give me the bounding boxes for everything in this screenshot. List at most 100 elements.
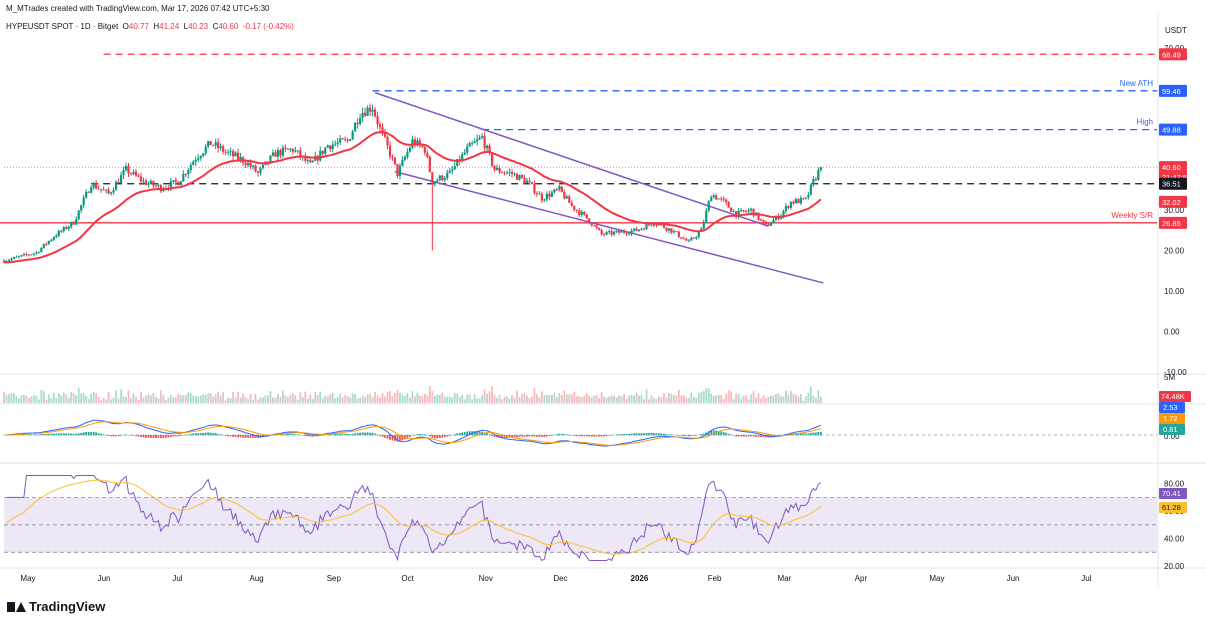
- candle-body: [593, 225, 596, 227]
- volume-bar: [595, 395, 598, 403]
- volume-bar: [20, 395, 23, 403]
- volume-bar: [314, 391, 317, 403]
- volume-bar: [503, 396, 506, 403]
- volume-bar: [172, 397, 175, 403]
- candle-body: [520, 175, 524, 178]
- volume-bar: [351, 393, 354, 403]
- tradingview-logo-text: TradingView: [29, 599, 106, 614]
- candle-body: [172, 180, 175, 182]
- macd-histogram-bar: [668, 434, 670, 436]
- macd-histogram-bar: [700, 434, 703, 436]
- price-tag-label: 36.51: [1162, 180, 1181, 189]
- candle-body: [436, 180, 439, 182]
- tradingview-logo[interactable]: TradingView: [7, 599, 105, 614]
- volume-bar: [496, 397, 498, 403]
- open-value: 40.77: [128, 22, 149, 31]
- candle-body: [769, 223, 773, 226]
- macd-histogram-bar: [229, 435, 232, 437]
- volume-bar: [807, 392, 810, 403]
- volume-bar: [695, 397, 698, 403]
- candle-body: [152, 181, 155, 186]
- macd-histogram-bar: [100, 433, 103, 436]
- macd-histogram-bar: [545, 435, 548, 437]
- volume-bar: [755, 397, 757, 403]
- candle-body: [291, 148, 294, 152]
- candle-body: [727, 202, 730, 208]
- candle-body: [705, 210, 708, 223]
- volume-bar: [777, 393, 780, 403]
- volume-bar: [72, 393, 75, 403]
- candle-body: [82, 197, 85, 206]
- candle-body: [510, 172, 514, 174]
- symbol-legend[interactable]: HYPEUSDT SPOT · 1D · Bitget O40.77 H41.2…: [6, 22, 294, 31]
- volume-bar: [423, 393, 426, 403]
- volume-bar: [488, 391, 491, 403]
- volume-bar: [787, 394, 790, 403]
- macd-histogram-bar: [286, 433, 289, 436]
- volume-bar: [50, 398, 53, 403]
- macd-histogram-bar: [162, 435, 165, 439]
- volume-bar: [775, 394, 777, 403]
- candle-body: [346, 139, 349, 141]
- candle-body: [610, 231, 613, 235]
- volume-bar: [207, 393, 210, 403]
- macd-histogram-bar: [42, 434, 45, 436]
- macd-histogram-bar: [807, 433, 810, 436]
- volume-tag-label: 74.48K: [1161, 392, 1185, 401]
- candle-body: [129, 173, 133, 175]
- macd-histogram-bar: [456, 433, 459, 436]
- candle-body: [187, 169, 190, 175]
- candle-body: [794, 199, 798, 204]
- macd-histogram-bar: [814, 432, 817, 436]
- volume-bar: [443, 396, 446, 403]
- volume-bar: [224, 400, 227, 403]
- volume-bar: [428, 386, 431, 403]
- volume-bar: [533, 388, 536, 403]
- candle-body: [603, 234, 606, 235]
- candle-body: [573, 205, 576, 210]
- volume-bar: [174, 397, 177, 403]
- macd-histogram-bar: [590, 435, 593, 437]
- macd-histogram-bar: [770, 435, 772, 438]
- volume-bar: [498, 394, 501, 403]
- macd-histogram-bar: [418, 433, 421, 436]
- volume-bar: [413, 396, 416, 403]
- volume-bar: [416, 392, 419, 403]
- candle-body: [57, 231, 60, 236]
- macd-histogram-bar: [391, 435, 394, 441]
- macd-histogram-bar: [140, 435, 142, 438]
- candle-body: [202, 153, 205, 157]
- macd-histogram-bar: [52, 433, 55, 436]
- volume-bar: [247, 399, 249, 403]
- currency-label[interactable]: USDT: [1165, 26, 1187, 35]
- candle-body: [523, 177, 526, 184]
- macd-histogram-bar: [548, 435, 551, 437]
- candle-body: [764, 221, 768, 225]
- volume-bar: [648, 399, 650, 403]
- macd-histogram-bar: [192, 433, 195, 436]
- volume-bar: [209, 392, 212, 403]
- volume-bar: [391, 396, 394, 403]
- volume-bar: [588, 395, 591, 403]
- volume-bar: [87, 398, 90, 403]
- macd-histogram-bar: [423, 434, 426, 436]
- candle-body: [142, 180, 145, 182]
- candle-body: [483, 135, 486, 149]
- volume-bar: [289, 394, 292, 403]
- volume-bar: [575, 396, 578, 403]
- volume-bar: [155, 396, 157, 403]
- volume-bar: [538, 397, 541, 403]
- candle-body: [515, 173, 519, 180]
- candle-body: [184, 173, 187, 175]
- candle-body: [119, 175, 123, 183]
- candle-body: [326, 145, 329, 148]
- volume-bar: [518, 396, 521, 403]
- candle-body: [426, 152, 429, 157]
- macd-histogram-bar: [85, 431, 88, 436]
- candle-body: [627, 233, 631, 235]
- volume-bar: [433, 396, 436, 403]
- candle-body: [622, 231, 626, 233]
- price-tag: [1159, 195, 1187, 208]
- macd-histogram-bar: [110, 435, 112, 437]
